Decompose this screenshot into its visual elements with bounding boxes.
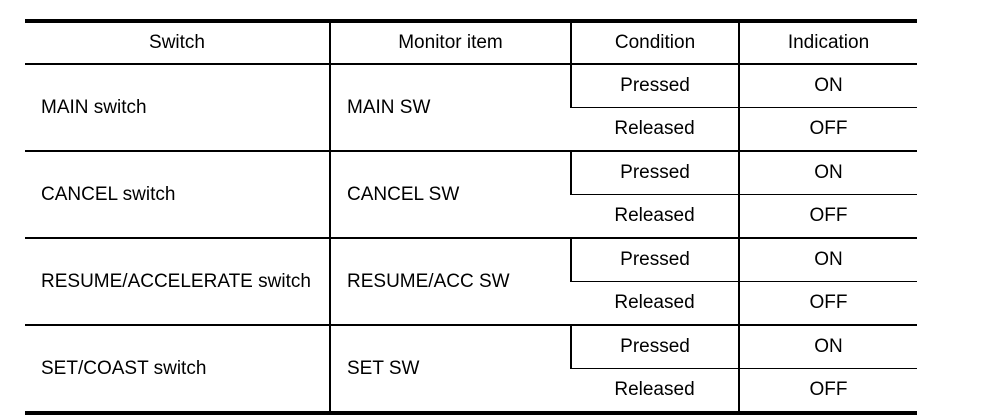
header-monitor-item: Monitor item xyxy=(329,21,571,65)
table-row: Released OFF xyxy=(25,281,917,325)
table-row: RESUME/ACCELERATE switch RESUME/ACC SW Pre… xyxy=(25,237,917,325)
indication-cell: OFF xyxy=(738,107,917,151)
monitor-item-cell: MAIN SW xyxy=(329,63,571,151)
header-switch: Switch xyxy=(25,21,330,65)
condition-cell: Pressed xyxy=(570,150,739,195)
table-row: Released OFF xyxy=(25,368,917,413)
switch-monitor-table: Switch Monitor item Condition Indication… xyxy=(25,19,917,415)
monitor-item-cell: RESUME/ACC SW xyxy=(329,237,571,325)
monitor-item-cell: CANCEL SW xyxy=(329,150,571,238)
indication-cell: ON xyxy=(738,63,917,108)
condition-cell: Released xyxy=(571,194,739,238)
header-indication: Indication xyxy=(738,21,917,65)
table-row: Released OFF xyxy=(25,194,917,238)
header-condition: Condition xyxy=(570,21,739,65)
condition-cell: Pressed xyxy=(570,237,739,282)
table-row: MAIN switch MAIN SW Pressed ON xyxy=(25,63,917,151)
table-row: SET/COAST switch SET SW Pressed ON xyxy=(25,324,917,413)
header-row: Switch Monitor item Condition Indication xyxy=(25,21,917,65)
condition-cell: Pressed xyxy=(570,63,739,108)
indication-cell: OFF xyxy=(738,368,917,413)
switch-cell: RESUME/ACCELERATE switch xyxy=(25,237,330,325)
monitor-item-cell: SET SW xyxy=(329,324,571,413)
indication-cell: OFF xyxy=(738,194,917,238)
switch-cell: MAIN switch xyxy=(25,63,330,151)
indication-cell: OFF xyxy=(738,281,917,325)
condition-cell: Pressed xyxy=(570,324,739,369)
condition-cell: Released xyxy=(571,281,739,325)
table-row: CANCEL switch CANCEL SW Pressed ON xyxy=(25,150,917,238)
indication-cell: ON xyxy=(738,237,917,282)
indication-cell: ON xyxy=(738,150,917,195)
switch-cell: CANCEL switch xyxy=(25,150,330,238)
table-row: Released OFF xyxy=(25,107,917,151)
indication-cell: ON xyxy=(738,324,917,369)
condition-cell: Released xyxy=(571,368,739,413)
condition-cell: Released xyxy=(571,107,739,151)
switch-cell: SET/COAST switch xyxy=(25,324,330,413)
